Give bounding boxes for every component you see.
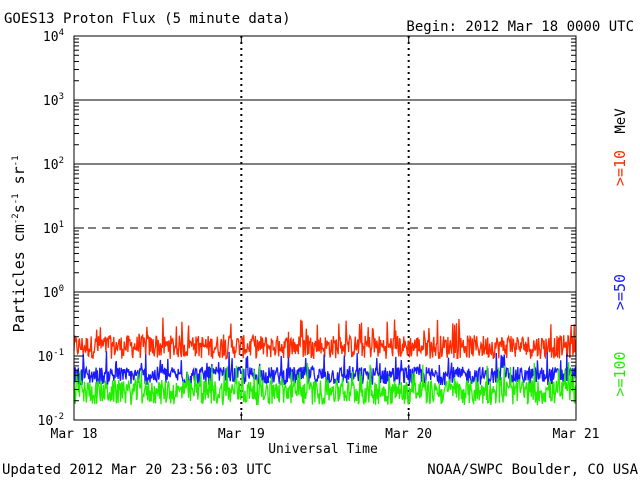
y-tick-label: 103 (43, 92, 64, 109)
series-line-3 (73, 362, 577, 406)
series-line-2 (73, 351, 577, 386)
y-tick-label: 100 (43, 284, 64, 301)
y-tick-label: 104 (43, 28, 64, 45)
begin-label: Begin: 2012 Mar 18 0000 UTC (406, 19, 634, 35)
energy-unit-label: MeV (613, 108, 629, 134)
legend-label-1: >=10 (611, 150, 629, 186)
legend-label-3: >=100 (611, 351, 629, 396)
chart-title: GOES13 Proton Flux (5 minute data) (4, 11, 291, 27)
updated-timestamp: Updated 2012 Mar 20 23:56:03 UTC (2, 462, 272, 478)
y-axis-label: Particles cm-2s-1 sr-1 (10, 155, 28, 332)
svg-text:Particles cm-2s-1 sr-1: Particles cm-2s-1 sr-1 (10, 155, 28, 332)
y-tick-label: 10-2 (38, 412, 65, 429)
energy-legend: >=10 >=50 >=100 MeV (611, 108, 629, 397)
x-tick-label: Mar 19 (218, 427, 265, 442)
x-tick-label: Mar 21 (553, 427, 600, 442)
credit-label: NOAA/SWPC Boulder, CO USA (427, 462, 638, 478)
x-tick-label: Mar 20 (385, 427, 432, 442)
x-tick-label: Mar 18 (51, 427, 98, 442)
plot-area: 10-2 10-1 100 101 102 103 104 Mar 18 Mar 19 Mar 2… (38, 28, 600, 442)
series-line-1 (73, 317, 577, 360)
x-axis-label: Universal Time (268, 442, 378, 457)
y-tick-label: 102 (43, 156, 64, 173)
y-tick-label: 10-1 (38, 348, 65, 365)
y-tick-label: 101 (43, 220, 64, 237)
legend-label-2: >=50 (611, 274, 629, 310)
